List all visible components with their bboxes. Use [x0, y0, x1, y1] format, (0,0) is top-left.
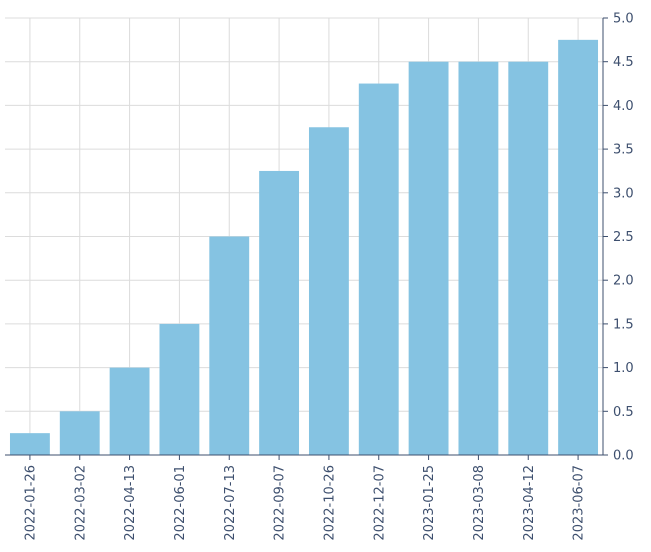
- bar: [259, 170, 300, 455]
- bar: [9, 433, 50, 455]
- x-tick-label: 2022-06-01: [173, 465, 188, 541]
- y-tick-label: 0.0: [613, 449, 634, 464]
- y-tick-label: 3.5: [613, 143, 634, 158]
- x-tick-label: 2022-09-07: [273, 465, 288, 541]
- x-tick-label: 2022-01-26: [23, 465, 38, 541]
- y-tick-label: 4.0: [613, 99, 634, 114]
- x-tick-label: 2022-12-07: [372, 465, 387, 541]
- bar: [458, 61, 499, 455]
- y-tick-label: 2.5: [613, 230, 634, 245]
- y-axis-ticks: 0.0 0.5 1.0 1.5 2.0 2.5 3.0 3.5 4.0 4.5 5.0: [603, 12, 634, 464]
- y-tick-label: 1.5: [613, 317, 634, 332]
- bar: [308, 127, 349, 455]
- x-tick-label: 2023-01-25: [422, 465, 437, 541]
- x-tick-label: 2022-07-13: [223, 465, 238, 541]
- y-tick-label: 3.0: [613, 186, 634, 201]
- y-tick-label: 2.0: [613, 274, 634, 289]
- x-tick-label: 2023-06-07: [572, 465, 587, 541]
- bar-series: [9, 39, 599, 456]
- x-tick-label: 2022-10-26: [322, 465, 337, 541]
- bar: [109, 367, 150, 455]
- bar: [59, 411, 100, 455]
- bar: [358, 83, 399, 456]
- y-tick-label: 0.5: [613, 405, 634, 420]
- y-tick-label: 5.0: [613, 12, 634, 27]
- x-tick-label: 2023-03-08: [472, 465, 487, 541]
- bar: [209, 236, 250, 455]
- bar: [508, 61, 549, 455]
- bar: [558, 39, 599, 455]
- bar: [408, 61, 449, 455]
- x-axis-ticks: 2022-01-26 2022-03-02 2022-04-13 2022-06-01…: [23, 455, 587, 541]
- y-tick-label: 4.5: [613, 55, 634, 70]
- y-tick-label: 1.0: [613, 361, 634, 376]
- x-tick-label: 2022-04-13: [123, 465, 138, 541]
- x-tick-label: 2023-04-12: [522, 465, 537, 541]
- bar: [159, 323, 200, 455]
- x-tick-label: 2022-03-02: [73, 465, 88, 541]
